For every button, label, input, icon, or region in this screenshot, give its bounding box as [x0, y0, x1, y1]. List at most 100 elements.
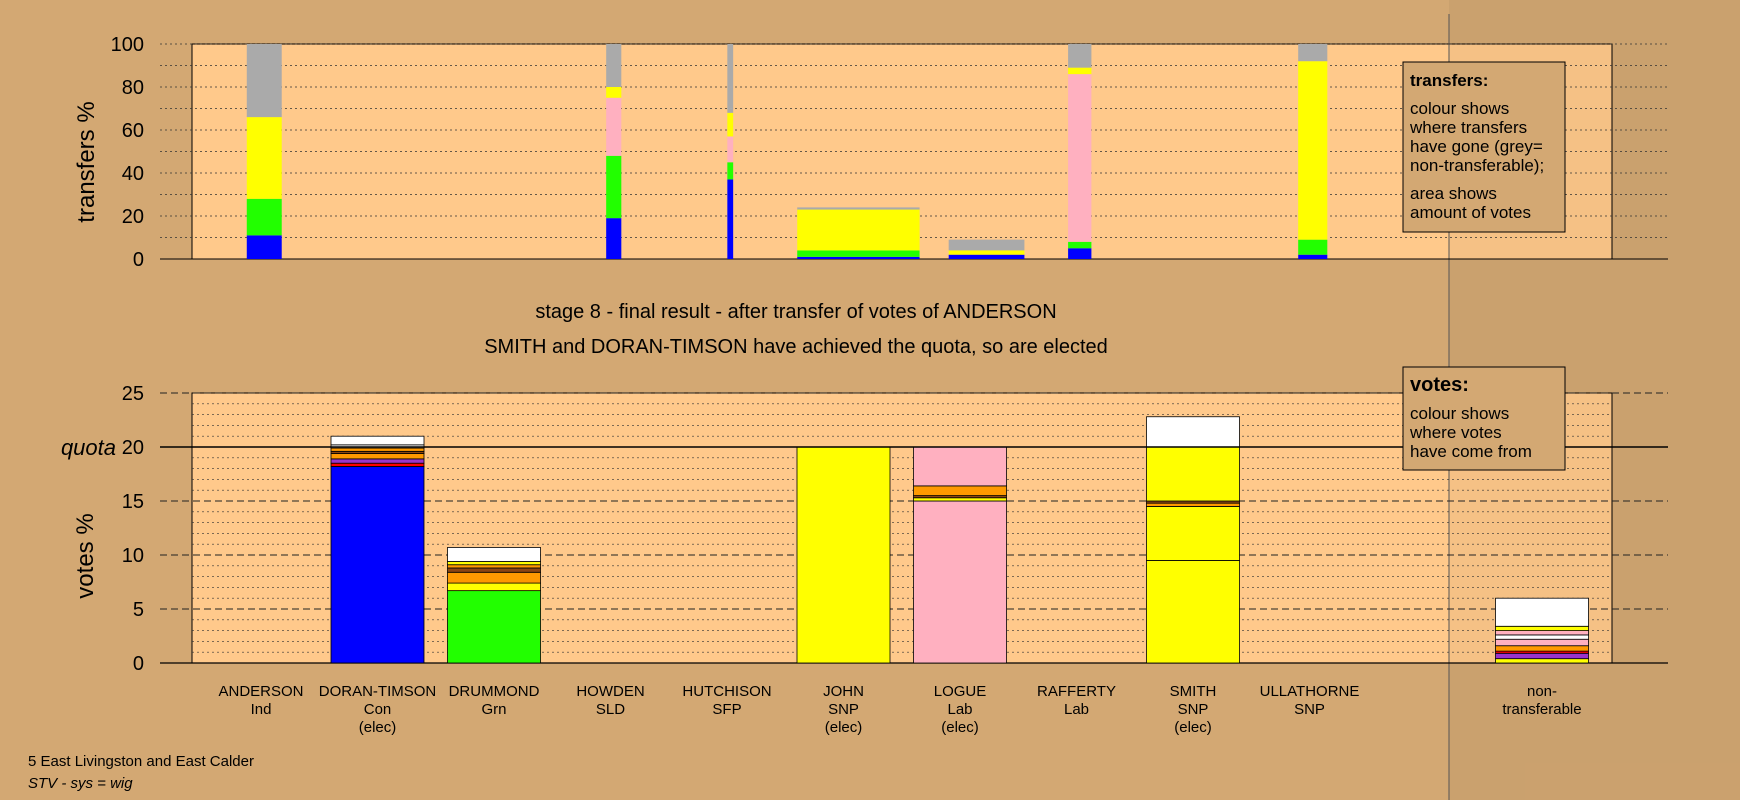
transfers-legend-text: amount of votes [1410, 203, 1531, 222]
candidate-elected: (elec) [941, 719, 979, 736]
transfer-segment [606, 155, 622, 219]
nontransferable-label: transferable [1502, 701, 1581, 718]
transfer-segment [606, 97, 622, 156]
candidate-party: SNP [1294, 701, 1325, 718]
candidate-elected: (elec) [359, 719, 397, 736]
vote-segment [1146, 502, 1240, 507]
vote-segment [1495, 652, 1589, 660]
vote-segment [330, 462, 425, 467]
quota-label: quota [61, 435, 116, 460]
transfer-segment [1068, 74, 1092, 242]
transfer-segment [1068, 248, 1092, 259]
votes-tick-label: 5 [133, 599, 144, 621]
candidate-name: RAFFERTY [1037, 683, 1116, 700]
votes-tick-label: 0 [133, 653, 144, 675]
transfer-segment [727, 112, 734, 137]
candidate-name: HOWDEN [576, 683, 644, 700]
candidate-party: SLD [596, 701, 625, 718]
transfer-segment [1298, 254, 1328, 259]
candidate-name: HUTCHISON [682, 683, 771, 700]
vote-segment [1495, 597, 1589, 627]
transfer-segment [1068, 44, 1092, 68]
transfer-segment [1298, 44, 1328, 62]
vote-segment [913, 500, 1007, 664]
votes-axis-title: votes % [72, 513, 99, 598]
transfer-segment [727, 179, 734, 259]
transfers-tick-label: 60 [122, 120, 144, 142]
transfer-segment [948, 250, 1025, 255]
transfer-segment [606, 218, 622, 259]
transfer-segment [606, 44, 622, 87]
vote-segment [1495, 638, 1589, 647]
vote-segment [330, 466, 425, 664]
transfers-legend-text: area shows [1410, 184, 1497, 203]
vote-segment [447, 567, 541, 573]
votes-tick-label: 25 [122, 383, 144, 405]
vote-segment [1146, 560, 1240, 664]
transfers-tick-label: 80 [122, 77, 144, 99]
transfer-segment [1298, 239, 1328, 255]
vote-segment [447, 564, 541, 569]
transfer-segment [948, 254, 1025, 259]
transfer-segment [797, 207, 920, 210]
vote-segment [1495, 630, 1589, 636]
vote-segment [330, 458, 425, 464]
transfer-segment [727, 136, 734, 163]
transfer-segment [797, 209, 920, 251]
vote-segment [447, 547, 541, 562]
transfers-tick-label: 100 [111, 34, 144, 56]
transfer-segment [1068, 241, 1092, 249]
transfer-segment [948, 239, 1025, 251]
vote-segment [447, 571, 541, 584]
vote-segment [913, 485, 1007, 497]
candidate-party: Lab [947, 701, 972, 718]
transfer-segment [246, 198, 282, 236]
candidate-party: SFP [712, 701, 741, 718]
vote-segment [1495, 634, 1589, 640]
vote-segment [1146, 446, 1240, 502]
vote-segment [1495, 625, 1589, 632]
transfers-legend-title: transfers: [1410, 71, 1488, 90]
candidate-labels: ANDERSONIndDORAN-TIMSONCon(elec)DRUMMOND… [218, 683, 1581, 736]
vote-segment [447, 582, 541, 592]
transfers-tick-label: 20 [122, 206, 144, 228]
transfer-segment [606, 87, 622, 98]
nontransferable-label: non- [1527, 683, 1557, 700]
chart-background [191, 0, 1740, 800]
candidate-party: SNP [828, 701, 859, 718]
transfer-segment [246, 117, 282, 199]
votes-tick-label: 20 [122, 437, 144, 459]
votes-tick-label: 15 [122, 491, 144, 513]
votes-legend-text: colour shows [1410, 404, 1509, 423]
transfers-axis-title: transfers % [73, 101, 100, 222]
stage-title: stage 8 - final result - after transfer … [535, 301, 1056, 323]
candidate-name: JOHN [823, 683, 864, 700]
vote-segment [447, 561, 541, 566]
transfer-segment [797, 256, 920, 259]
vote-segment [1146, 416, 1240, 448]
candidate-name: LOGUE [934, 683, 987, 700]
transfers-tick-label: 40 [122, 163, 144, 185]
vote-segment [913, 497, 1007, 502]
candidate-party: Grn [481, 701, 506, 718]
candidate-name: ULLATHORNE [1260, 683, 1360, 700]
footer-system: STV - sys = wig [28, 775, 133, 792]
candidate-party: Con [364, 701, 392, 718]
votes-plot-area [191, 392, 1613, 664]
transfers-legend-box [1402, 61, 1566, 233]
transfers-legend-text: colour shows [1410, 99, 1509, 118]
transfers-legend-text: non-transferable); [1410, 156, 1544, 175]
vote-segment [796, 446, 891, 664]
candidate-party: Ind [251, 701, 272, 718]
transfer-segment [1068, 67, 1092, 75]
transfer-segment [1298, 61, 1328, 240]
candidate-name: SMITH [1170, 683, 1217, 700]
votes-panel: 0 5 10 15 25 votes % quota 20 [61, 383, 1668, 675]
candidate-elected: (elec) [1174, 719, 1212, 736]
candidate-name: DRUMMOND [449, 683, 540, 700]
candidate-elected: (elec) [825, 719, 863, 736]
vote-segment [447, 590, 541, 664]
transfer-segment [797, 250, 920, 257]
